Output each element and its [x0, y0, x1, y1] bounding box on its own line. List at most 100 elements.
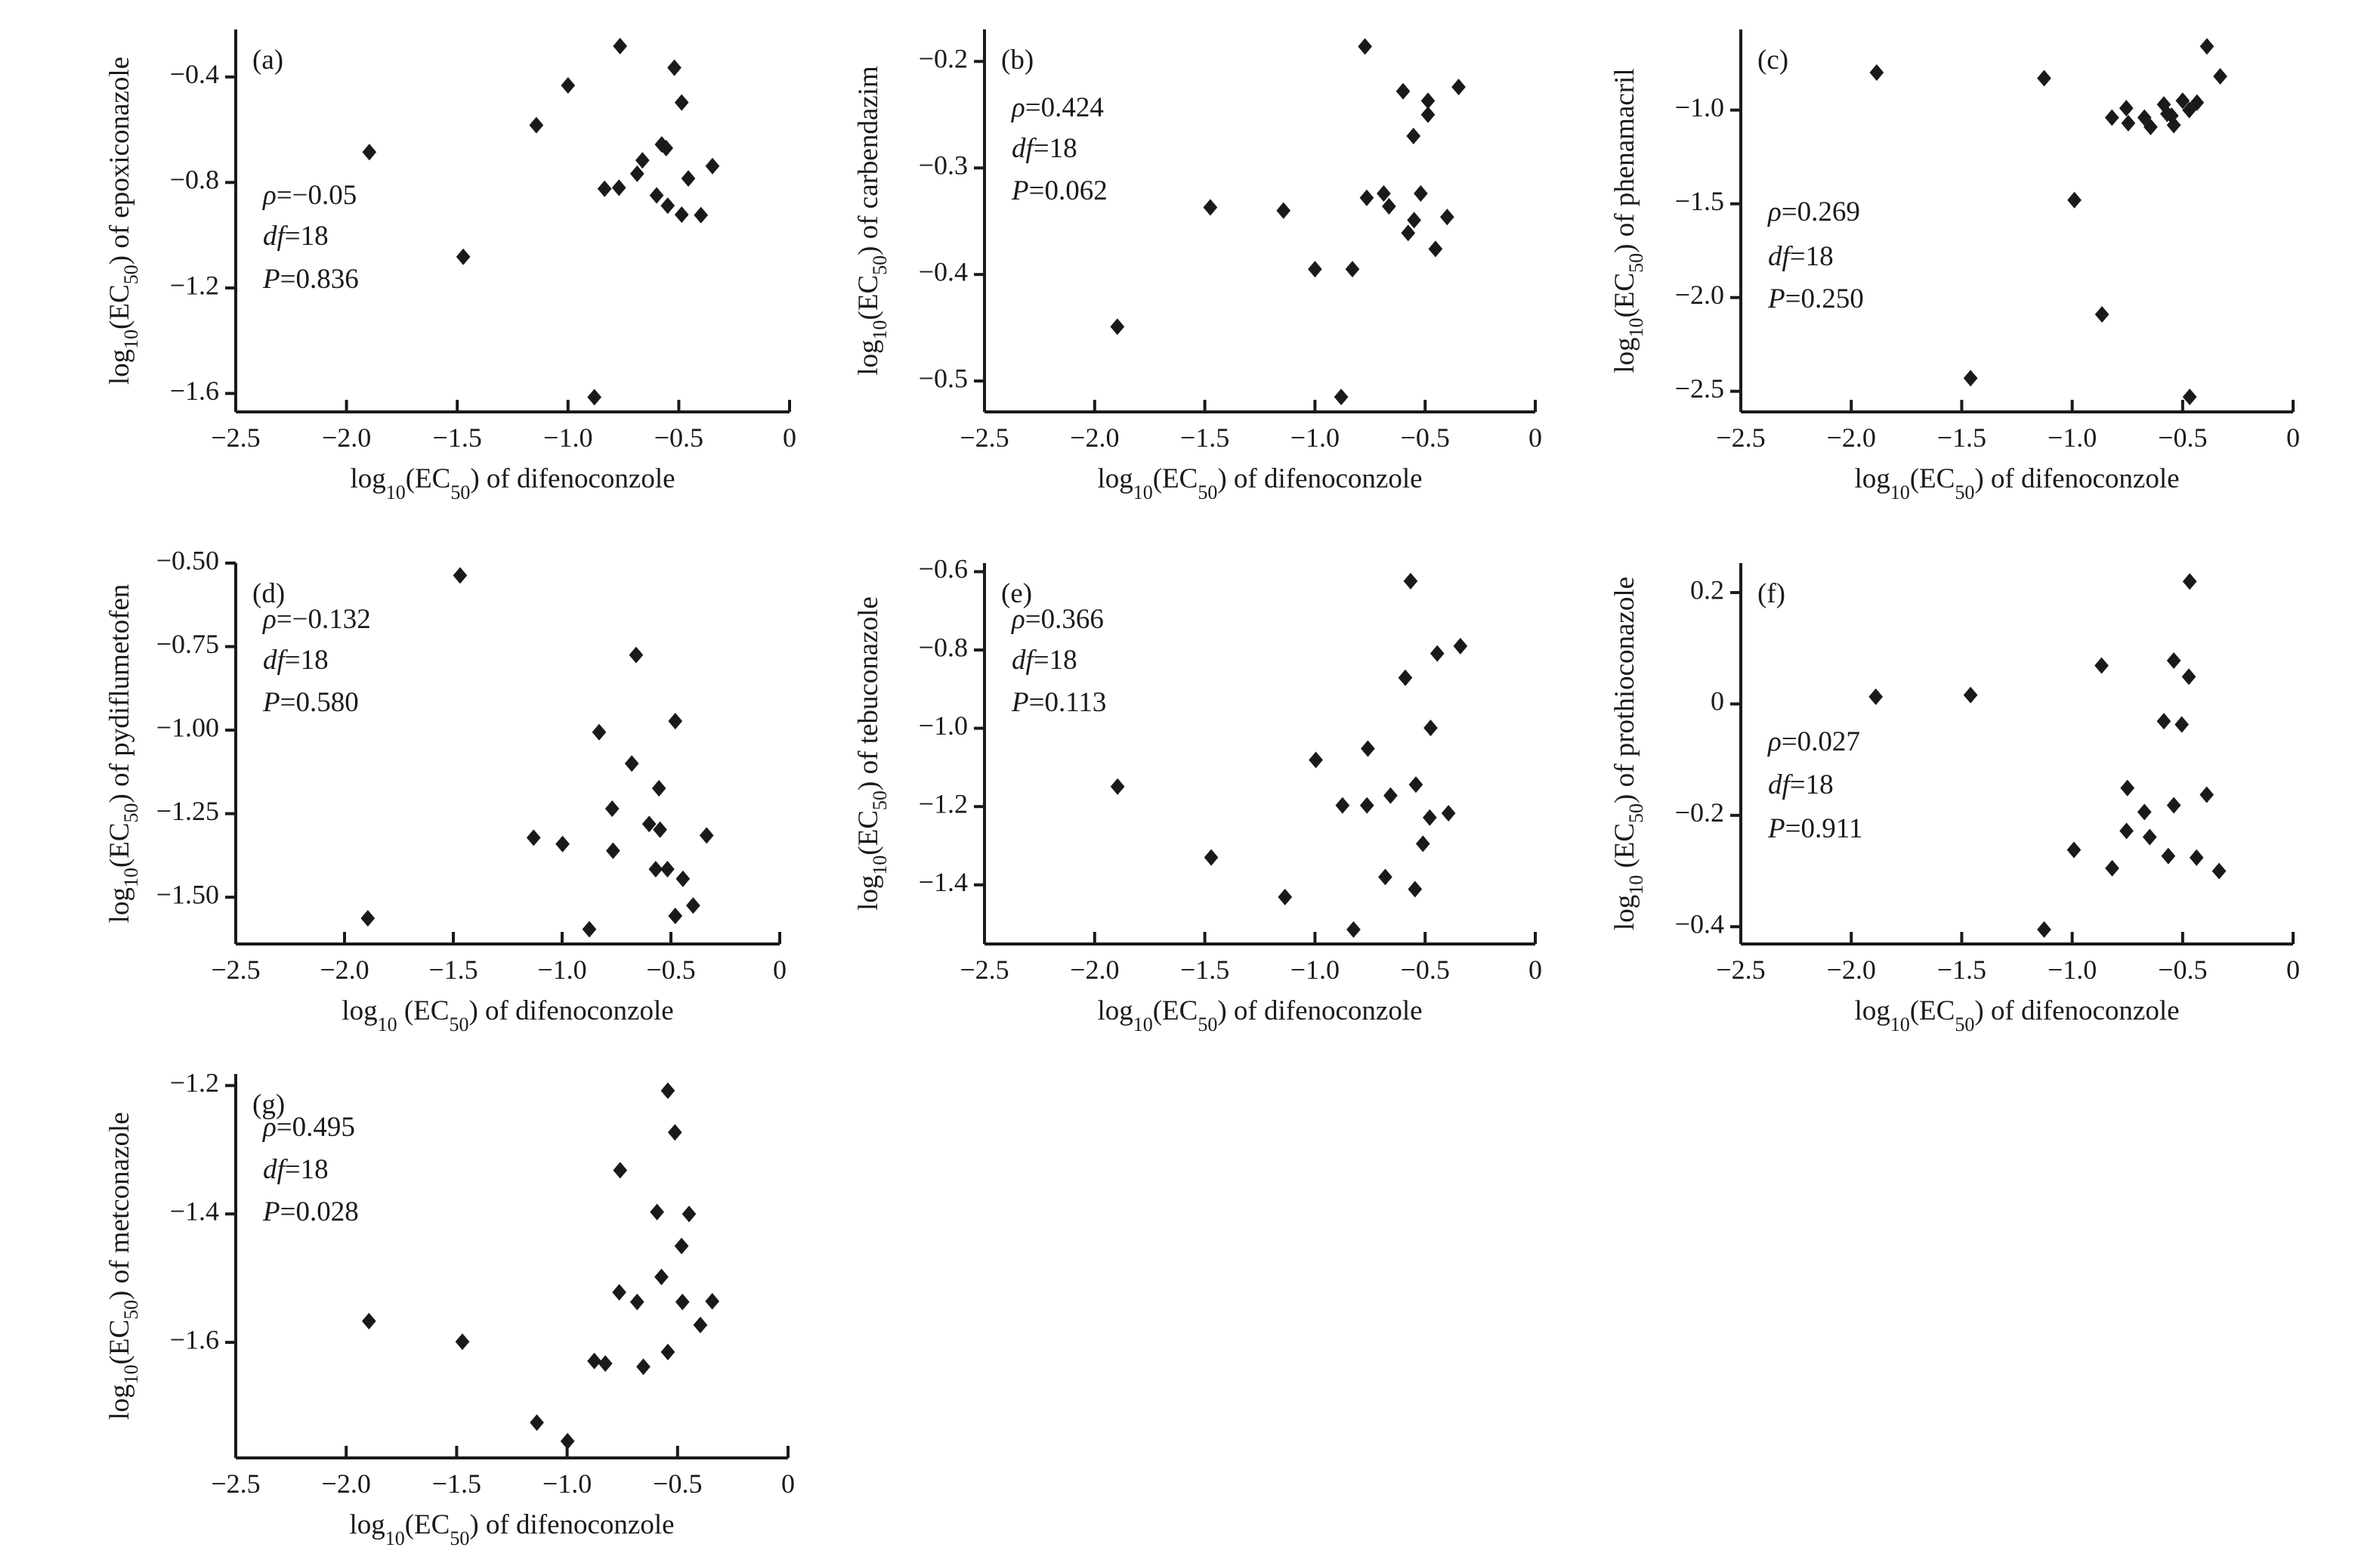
stat-value: =0.495 [277, 1112, 355, 1143]
data-point [2119, 100, 2134, 117]
stat-value: =0.911 [1785, 813, 1863, 844]
data-point [2164, 107, 2179, 125]
y-tick-label: −1.5 [1675, 186, 1724, 216]
y-tick-label: −2.0 [1675, 280, 1724, 310]
data-point [1398, 669, 1413, 686]
x-tick-label: 0 [783, 422, 796, 453]
data-point [1377, 185, 1391, 203]
stat-symbol: ρ [262, 1112, 277, 1143]
stat-annotation: df=18 [263, 221, 329, 252]
data-point [1407, 212, 1421, 229]
y-tick-label: −0.8 [919, 632, 968, 662]
x-tick-label: −0.5 [654, 422, 703, 453]
stat-symbol: P [1011, 175, 1029, 206]
stat-value: =18 [285, 1154, 329, 1185]
stat-symbol: ρ [262, 604, 277, 635]
data-point [668, 907, 683, 924]
y-tick-label: 0 [1711, 686, 1724, 716]
stat-symbol: df [263, 221, 289, 252]
label-subscript: 10 [1890, 481, 1910, 503]
stat-symbol: P [1767, 813, 1785, 844]
data-point [675, 1293, 690, 1311]
label-text: EC [1919, 995, 1955, 1026]
data-point [1869, 64, 1884, 82]
label-text: ) of epoxiconazole [104, 57, 135, 265]
label-text: ) of difenoconzole [469, 1509, 674, 1540]
stat-symbol: P [1011, 687, 1029, 718]
label-text: log [104, 1384, 135, 1419]
x-tick-label: −1.0 [1290, 955, 1340, 985]
data-point [1335, 797, 1350, 814]
stat-annotation: ρ=0.269 [1767, 197, 1860, 227]
stat-value: =0.113 [1029, 687, 1107, 718]
scatter-panel-e: −2.5 −2.0 −1.5 −1.0 −0.5 0 −0.6 −0.8 −1.0 −1.2 −1.… [853, 554, 1542, 1035]
data-point [699, 827, 714, 844]
stat-symbol: ρ [1767, 726, 1782, 757]
y-axis-label: log10(EC50) of pydiflumetofen [104, 584, 142, 924]
label-text: EC [104, 822, 135, 858]
stat-annotation: ρ=0.495 [262, 1112, 355, 1143]
data-point [2156, 713, 2171, 730]
data-point [705, 157, 720, 175]
label-text: ) of difenoconzole [1974, 995, 2179, 1026]
y-tick-label: −0.4 [170, 59, 219, 89]
label-text: ) of difenoconzole [470, 463, 675, 494]
label-text: EC [1919, 463, 1955, 494]
label-subscript: 10 [385, 1527, 405, 1549]
data-point [1203, 199, 1218, 216]
y-tick-label: −0.2 [1675, 797, 1724, 828]
stat-value: =0.580 [280, 687, 359, 718]
label-text: ) of pydiflumetofen [104, 584, 135, 803]
stat-annotation: df=18 [263, 1154, 329, 1185]
data-point [1345, 261, 1360, 278]
label-text: EC [1609, 823, 1640, 859]
label-subscript: 50 [1198, 481, 1217, 503]
x-tick-label: −0.5 [646, 955, 695, 985]
data-point [2190, 94, 2205, 111]
stat-symbol: ρ [1767, 197, 1782, 227]
data-point [674, 206, 689, 223]
data-point [686, 897, 700, 915]
label-text: ) of metconazole [104, 1112, 135, 1300]
label-subscript: 50 [1198, 1014, 1217, 1035]
label-text: log [1609, 895, 1640, 930]
data-point [635, 152, 650, 169]
data-point [1423, 720, 1438, 737]
stat-annotation: ρ=0.424 [1011, 92, 1104, 123]
data-point [529, 116, 544, 134]
data-point [705, 1292, 720, 1310]
stat-value: =18 [1034, 645, 1077, 676]
panel-label: (b) [1001, 45, 1034, 76]
stat-annotation: P=0.028 [262, 1196, 359, 1227]
data-point [1453, 637, 1468, 655]
data-point [2199, 786, 2215, 803]
data-point [2037, 70, 2051, 87]
data-point [1420, 106, 1436, 123]
x-tick-label: −1.5 [1180, 955, 1229, 985]
data-point [611, 179, 626, 197]
label-text: ) of carbendazim [853, 66, 884, 255]
x-tick-label: −1.5 [1937, 955, 1986, 985]
data-point [606, 842, 620, 859]
data-point [2182, 573, 2197, 590]
label-subscript: 10 [1133, 1014, 1153, 1035]
y-tick-label: −2.5 [1675, 373, 1724, 404]
stat-value: =0.424 [1025, 92, 1104, 123]
label-subscript: 10 [386, 481, 406, 503]
stat-value: =18 [1790, 769, 1834, 800]
data-point [1868, 688, 1884, 705]
x-axis-label: log10(EC50) of difenoconzole [1097, 995, 1422, 1035]
label-text: ( [397, 995, 414, 1026]
label-text: ) of difenoconzole [1217, 995, 1422, 1026]
data-point [1451, 79, 1466, 96]
x-tick-label: −2.0 [320, 955, 369, 985]
x-tick-label: 0 [773, 955, 787, 985]
data-point [641, 815, 657, 833]
x-tick-label: −2.5 [1716, 955, 1765, 985]
data-point [1334, 388, 1349, 406]
stat-symbol: P [262, 1196, 280, 1227]
data-point [1963, 686, 1978, 704]
data-point [694, 206, 709, 224]
stat-symbol: df [1012, 133, 1037, 164]
